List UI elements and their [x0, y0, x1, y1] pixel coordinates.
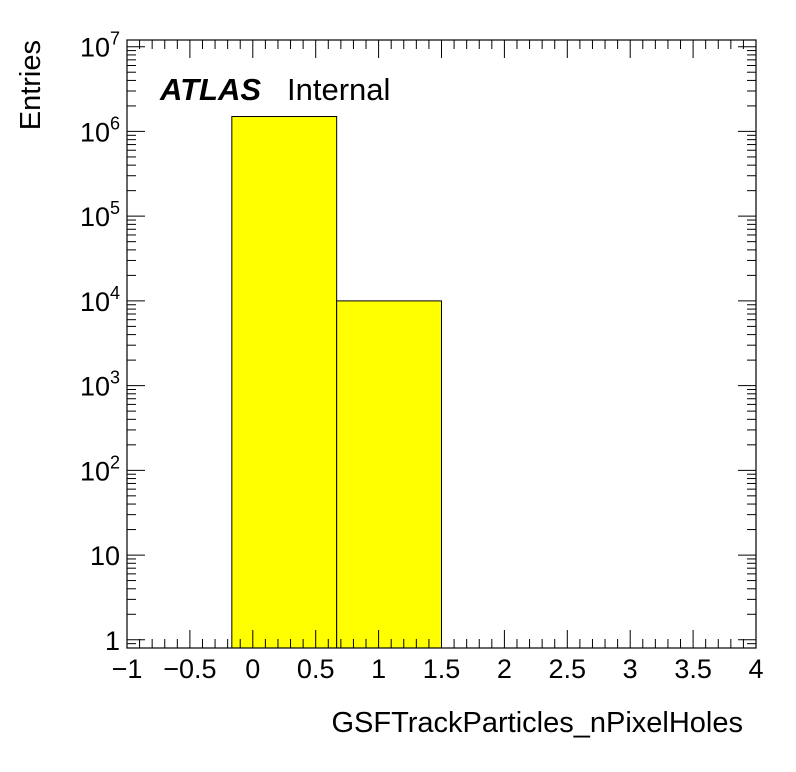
y-tick-label: 102: [80, 452, 120, 486]
histogram-bin-0: [231, 116, 338, 649]
x-tick-label: −0.5: [163, 654, 216, 684]
y-axis-title: Entries: [15, 40, 47, 130]
y-tick-label: 103: [80, 368, 120, 402]
x-tick-label: 4: [748, 654, 763, 684]
y-tick-label: 10: [90, 541, 120, 571]
y-tick-label: 106: [80, 113, 120, 147]
y-tick-label: 107: [80, 29, 120, 63]
x-tick-label: 3.5: [674, 654, 712, 684]
x-tick-label: 1.5: [423, 654, 461, 684]
histogram-bin-1: [336, 300, 443, 649]
histogram-bars: [231, 116, 443, 649]
plot-border: [126, 39, 757, 649]
y-tick-label: 104: [80, 283, 120, 317]
x-tick-label: 3: [623, 654, 638, 684]
x-tick-label: 0.5: [297, 654, 335, 684]
x-tick-label: 2: [497, 654, 512, 684]
x-axis-title: GSFTrackParticles_nPixelHoles: [332, 707, 744, 739]
y-tick-labels: 1 10 102 103 104 105 106 107: [80, 29, 120, 656]
x-tick-label: 1: [371, 654, 386, 684]
y-tick-label: 1: [105, 626, 120, 656]
x-tick-label: 0: [245, 654, 260, 684]
x-tick-label: 2.5: [549, 654, 587, 684]
internal-label: Internal: [287, 72, 390, 107]
x-tick-labels: −1 −0.5 0 0.5 1 1.5 2 2.5 3 3.5 4: [112, 654, 764, 684]
y-tick-label: 105: [80, 198, 120, 232]
atlas-label: ATLAS: [159, 72, 261, 107]
x-tick-label: −1: [112, 654, 143, 684]
